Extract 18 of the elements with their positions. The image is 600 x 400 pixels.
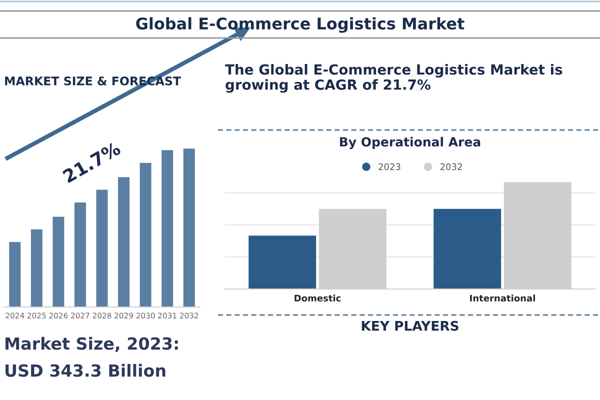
bar (96, 190, 108, 307)
legend-label: 2032 (440, 163, 462, 170)
bar (52, 216, 64, 307)
bar (183, 148, 195, 307)
legend-label: 2023 (378, 163, 400, 170)
text: Global E-Commerce Logistics Market (136, 17, 464, 33)
text: KEY PLAYERS (362, 320, 458, 331)
bar (140, 162, 152, 307)
x-tick-label: Domestic (294, 294, 341, 302)
chart-title: By Operational Area (340, 136, 480, 150)
bar (30, 229, 42, 307)
text: The Global E-Commerce Logistics Market is growing at CAGR of 21.7% (225, 64, 562, 93)
text: Market Size, 2023: (6, 336, 178, 352)
text: USD 343.3 Billion (6, 364, 166, 377)
bar (162, 150, 174, 307)
bar (9, 242, 21, 307)
bar (74, 202, 86, 307)
x-tick-label: International (470, 294, 535, 302)
